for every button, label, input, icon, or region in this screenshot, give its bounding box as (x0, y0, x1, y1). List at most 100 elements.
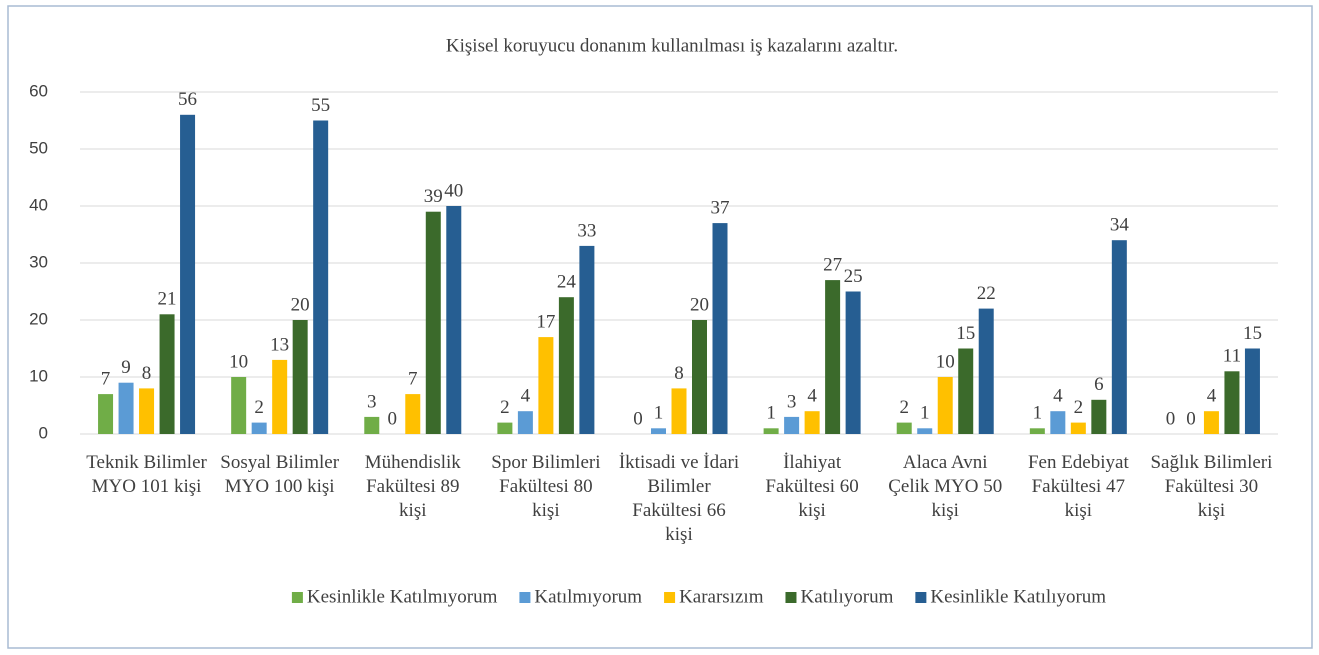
data-label: 27 (823, 254, 842, 275)
data-label: 22 (977, 283, 996, 304)
chart-border (7, 5, 1313, 649)
bar (651, 428, 666, 434)
data-label: 33 (577, 220, 596, 241)
bar (763, 428, 779, 434)
data-label: 1 (654, 403, 664, 424)
data-label: 11 (1223, 346, 1241, 367)
data-label: 3 (787, 391, 797, 412)
bar (251, 422, 267, 434)
data-label: 1 (766, 403, 776, 424)
legend-swatch (519, 592, 531, 603)
bar (159, 314, 175, 434)
bar (845, 291, 861, 434)
bar (825, 280, 841, 434)
bar (1070, 422, 1086, 434)
data-label: 37 (711, 197, 730, 218)
data-label: 13 (270, 334, 289, 355)
bar (364, 416, 380, 434)
data-label: 24 (557, 272, 577, 293)
bar (958, 348, 974, 434)
data-label: 15 (1243, 323, 1262, 344)
bar (272, 359, 288, 434)
bar (446, 206, 462, 434)
data-label: 1 (920, 403, 930, 424)
y-tick-label: 60 (29, 81, 48, 100)
bar (896, 422, 912, 434)
bar (98, 394, 114, 434)
bar (180, 114, 196, 435)
legend-label: Katılıyorum (800, 586, 893, 607)
bar (313, 120, 329, 434)
data-label: 10 (229, 351, 248, 372)
bar (712, 223, 728, 434)
legend-swatch (785, 592, 797, 603)
data-label: 8 (142, 363, 152, 384)
bar (804, 411, 820, 434)
legend-label: Kesinlikle Katılmıyorum (307, 586, 498, 607)
data-label: 34 (1110, 215, 1130, 236)
bar (538, 337, 554, 434)
data-label: 10 (936, 351, 955, 372)
legend-swatch (291, 592, 303, 603)
data-label: 4 (1053, 386, 1063, 407)
x-tick-label: İktisadi ve İdari Bilimler Fakültesi 66 kiş… (619, 452, 739, 545)
bar (978, 308, 994, 434)
bar (292, 320, 308, 434)
x-tick-label: Mühendislik Fakültesi 89 kişi (365, 452, 462, 521)
data-label: 9 (121, 357, 131, 378)
x-tick-label: Sosyal Bilimler MYO 100 kişi (220, 452, 339, 497)
data-label: 0 (1166, 408, 1176, 429)
y-tick-label: 0 (39, 423, 48, 442)
data-label: 21 (158, 289, 177, 310)
data-label: 56 (178, 89, 197, 110)
bar (139, 388, 155, 434)
data-label: 8 (674, 363, 684, 384)
data-label: 4 (521, 386, 531, 407)
legend-label: Kararsızım (679, 586, 764, 607)
data-label: 4 (1207, 386, 1217, 407)
y-tick-label: 20 (29, 309, 48, 328)
data-label: 25 (844, 266, 863, 287)
bar (1050, 411, 1066, 434)
bar (784, 416, 800, 434)
data-label: 15 (956, 323, 975, 344)
chart-title: Kişisel koruyucu donanım kullanılması iş… (446, 35, 898, 56)
bar (118, 382, 134, 434)
bar (231, 377, 247, 434)
x-tick-label: Spor Bilimleri Fakültesi 80 kişi (491, 452, 600, 521)
x-tick-label: Alaca Avni Çelik MYO 50 kişi (888, 452, 1002, 521)
data-label: 7 (101, 368, 111, 389)
bar (1244, 348, 1260, 434)
x-tick-label: Fen Edebiyat Fakültesi 47 kişi (1028, 452, 1130, 521)
y-tick-label: 40 (29, 195, 48, 214)
data-label: 2 (500, 397, 510, 418)
legend-swatch (915, 592, 927, 603)
data-label: 17 (536, 311, 555, 332)
data-label: 6 (1094, 374, 1104, 395)
bar (1029, 428, 1045, 434)
bar (517, 411, 533, 434)
x-tick-label: Teknik Bilimler MYO 101 kişi (86, 452, 207, 497)
data-label: 7 (408, 368, 418, 389)
y-tick-label: 10 (29, 366, 48, 385)
data-label: 2 (1074, 397, 1084, 418)
legend-label: Katılmıyorum (534, 586, 642, 607)
data-label: 0 (633, 408, 643, 429)
bar (579, 245, 595, 434)
data-label: 55 (311, 95, 330, 116)
legend-swatch (664, 592, 676, 603)
data-label: 1 (1033, 403, 1043, 424)
bar (937, 377, 953, 434)
data-label: 4 (807, 386, 817, 407)
bar (558, 297, 574, 434)
bar (692, 320, 707, 434)
data-label: 39 (424, 186, 443, 207)
bar (405, 394, 421, 434)
data-label: 0 (1186, 408, 1196, 429)
bar (1091, 399, 1107, 434)
bar (425, 211, 441, 434)
bar (1111, 240, 1127, 434)
data-label: 40 (444, 180, 463, 201)
bar (917, 428, 933, 434)
